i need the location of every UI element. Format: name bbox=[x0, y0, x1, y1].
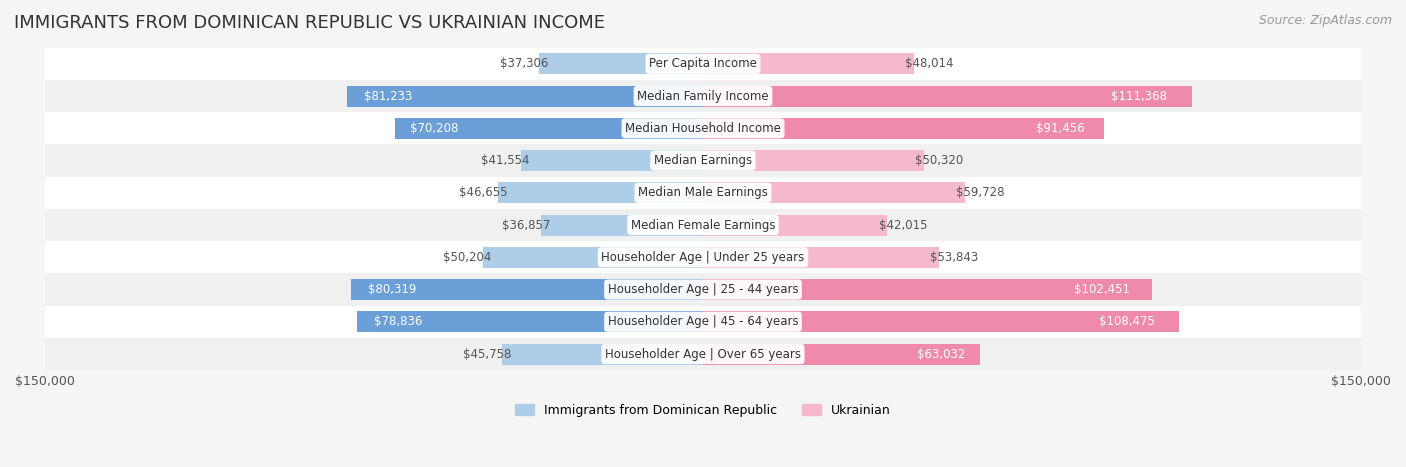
Text: $81,233: $81,233 bbox=[364, 90, 413, 103]
Text: Median Female Earnings: Median Female Earnings bbox=[631, 219, 775, 232]
Bar bbox=[45, 209, 1361, 241]
Bar bbox=[45, 112, 1361, 144]
Bar bbox=[347, 85, 703, 106]
Bar bbox=[395, 118, 703, 139]
Text: Per Capita Income: Per Capita Income bbox=[650, 57, 756, 71]
Bar bbox=[45, 48, 1361, 80]
Text: $91,456: $91,456 bbox=[1036, 122, 1084, 135]
Text: $50,320: $50,320 bbox=[915, 154, 963, 167]
Text: $70,208: $70,208 bbox=[411, 122, 458, 135]
Text: Median Male Earnings: Median Male Earnings bbox=[638, 186, 768, 199]
Text: $108,475: $108,475 bbox=[1099, 315, 1156, 328]
Bar bbox=[703, 182, 965, 203]
Text: $42,015: $42,015 bbox=[879, 219, 927, 232]
Bar bbox=[703, 311, 1178, 333]
Text: Median Earnings: Median Earnings bbox=[654, 154, 752, 167]
Text: $111,368: $111,368 bbox=[1111, 90, 1167, 103]
Text: $48,014: $48,014 bbox=[905, 57, 953, 71]
Bar bbox=[703, 214, 887, 235]
Bar bbox=[703, 279, 1153, 300]
Bar bbox=[520, 150, 703, 171]
Text: Source: ZipAtlas.com: Source: ZipAtlas.com bbox=[1258, 14, 1392, 27]
Bar bbox=[703, 247, 939, 268]
Bar bbox=[703, 344, 980, 365]
Bar bbox=[541, 214, 703, 235]
Text: $41,554: $41,554 bbox=[481, 154, 530, 167]
Bar bbox=[357, 311, 703, 333]
Text: Householder Age | Under 25 years: Householder Age | Under 25 years bbox=[602, 251, 804, 264]
Text: $46,655: $46,655 bbox=[458, 186, 508, 199]
Text: $45,758: $45,758 bbox=[463, 347, 510, 361]
Text: $37,306: $37,306 bbox=[499, 57, 548, 71]
Bar bbox=[703, 118, 1104, 139]
Bar bbox=[482, 247, 703, 268]
Text: IMMIGRANTS FROM DOMINICAN REPUBLIC VS UKRAINIAN INCOME: IMMIGRANTS FROM DOMINICAN REPUBLIC VS UK… bbox=[14, 14, 605, 32]
Text: $78,836: $78,836 bbox=[374, 315, 423, 328]
Bar bbox=[45, 274, 1361, 306]
Bar bbox=[45, 306, 1361, 338]
Bar bbox=[703, 150, 924, 171]
Bar bbox=[540, 53, 703, 74]
Text: Median Household Income: Median Household Income bbox=[626, 122, 780, 135]
Text: Householder Age | Over 65 years: Householder Age | Over 65 years bbox=[605, 347, 801, 361]
Bar bbox=[45, 80, 1361, 112]
Bar bbox=[45, 241, 1361, 274]
Text: $80,319: $80,319 bbox=[368, 283, 416, 296]
Bar bbox=[45, 177, 1361, 209]
Text: Median Family Income: Median Family Income bbox=[637, 90, 769, 103]
Text: Householder Age | 25 - 44 years: Householder Age | 25 - 44 years bbox=[607, 283, 799, 296]
Legend: Immigrants from Dominican Republic, Ukrainian: Immigrants from Dominican Republic, Ukra… bbox=[510, 399, 896, 422]
Bar bbox=[45, 338, 1361, 370]
Bar bbox=[350, 279, 703, 300]
Text: $36,857: $36,857 bbox=[502, 219, 550, 232]
Text: $53,843: $53,843 bbox=[931, 251, 979, 264]
Text: $102,451: $102,451 bbox=[1074, 283, 1130, 296]
Text: $50,204: $50,204 bbox=[443, 251, 492, 264]
Bar bbox=[498, 182, 703, 203]
Bar bbox=[703, 53, 914, 74]
Bar bbox=[45, 144, 1361, 177]
Text: $59,728: $59,728 bbox=[956, 186, 1005, 199]
Text: Householder Age | 45 - 64 years: Householder Age | 45 - 64 years bbox=[607, 315, 799, 328]
Text: $63,032: $63,032 bbox=[917, 347, 966, 361]
Bar bbox=[502, 344, 703, 365]
Bar bbox=[703, 85, 1191, 106]
